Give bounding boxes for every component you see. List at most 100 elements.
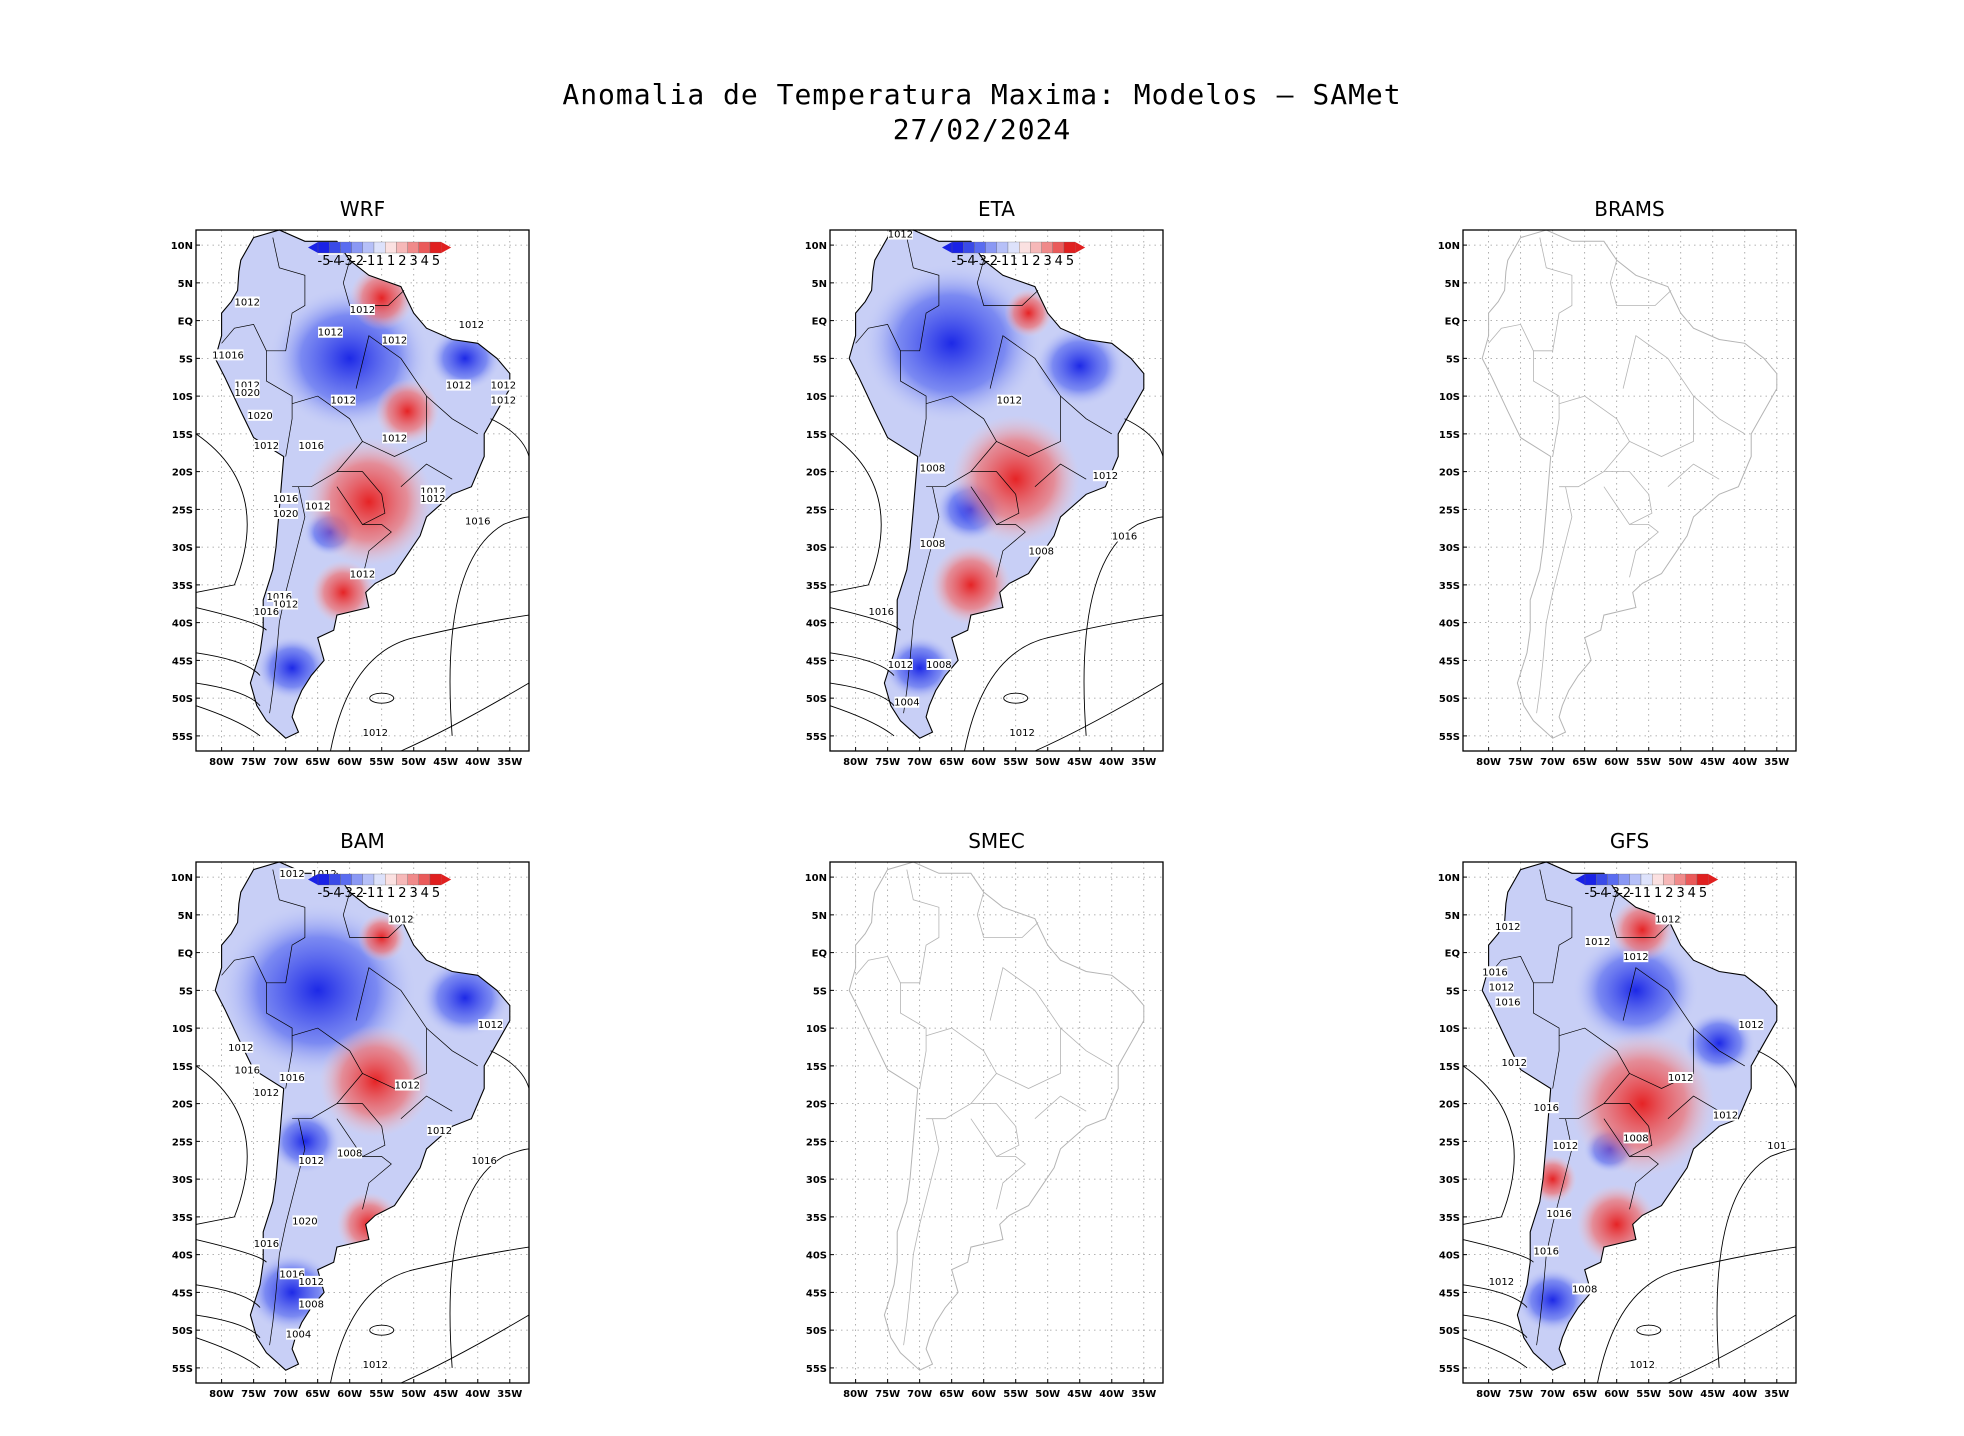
colorbar-swatch (974, 241, 986, 254)
lat-tick-label: EQ (1445, 317, 1460, 328)
isobar-contour (195, 705, 261, 737)
colorbar-swatch (418, 241, 431, 254)
colorbar-swatch (396, 873, 408, 886)
isobar-label: 1016 (299, 441, 324, 452)
warm-anomaly-blob (336, 1192, 401, 1257)
colorbar-label: -5 (318, 254, 331, 269)
lat-tick-label: 15S (806, 430, 827, 441)
isobar-contour (400, 1314, 530, 1384)
colorbar-label: 1 (1643, 886, 1651, 901)
colorbar-label: -1 (996, 254, 1009, 269)
colorbar-label: -3 (974, 254, 987, 269)
lat-tick-label: 45S (806, 1288, 827, 1299)
panel-title-eta: ETA (978, 197, 1015, 221)
colorbar-swatch (1052, 241, 1065, 254)
colorbar-swatch (407, 241, 419, 254)
lat-tick-label: 10S (1439, 1024, 1460, 1035)
lat-tick-label: 40S (172, 1251, 193, 1262)
colorbar-label: 5 (1066, 254, 1074, 269)
lon-tick-label: 55W (1003, 1389, 1028, 1400)
lon-tick-label: 70W (907, 757, 932, 768)
colorbar-label: -1 (362, 886, 375, 901)
isobar-contour (1083, 516, 1164, 736)
colorbar-swatch (373, 873, 386, 886)
colorbar-swatch (317, 241, 330, 254)
isobar-contour (490, 418, 530, 457)
isobar-contour (369, 1324, 395, 1336)
isobar-label: 1012 (350, 305, 375, 316)
isobar-contour (1636, 1324, 1662, 1336)
isobar-contour (330, 614, 530, 752)
country-border (336, 471, 386, 525)
isobar-label: 1012 (331, 396, 356, 407)
isobar-label: 1012 (478, 1020, 503, 1031)
lon-tick-label: 80W (843, 1389, 868, 1400)
isobar-contour (1757, 1050, 1797, 1089)
colorbar-label: 3 (409, 254, 417, 269)
warm-anomaly-blob (1570, 1031, 1715, 1176)
colorbar-label: 5 (1699, 886, 1707, 901)
lat-tick-label: 20S (172, 468, 193, 479)
lon-tick-label: 70W (907, 1389, 932, 1400)
panel-title-wrf: WRF (339, 197, 386, 221)
isobar-label: 1012 (382, 433, 407, 444)
isobar-label: 1012 (446, 381, 471, 392)
country-border (1060, 1027, 1113, 1067)
isobar-label: 1016 (254, 607, 279, 618)
colorbar-label: 1 (1010, 254, 1018, 269)
lat-tick-label: 20S (1439, 468, 1460, 479)
isobar-contour (195, 1239, 267, 1263)
country-border (903, 486, 940, 714)
lat-tick-label: 55S (172, 1364, 193, 1375)
country-border (400, 1095, 453, 1119)
lon-tick-label: 80W (843, 757, 868, 768)
isobar-label: 1012 (1668, 1073, 1693, 1084)
isobar-contour (195, 682, 261, 706)
isobar-contour (449, 516, 530, 736)
lat-tick-label: 40S (806, 619, 827, 630)
lon-tick-label: 75W (1508, 757, 1533, 768)
isobar-label: 1012 (382, 335, 407, 346)
isobar-label: 1016 (235, 1065, 260, 1076)
isobar-label: 1016 (279, 1269, 304, 1280)
colorbar-swatch (1629, 873, 1642, 886)
lat-tick-label: 30S (172, 543, 193, 554)
lon-tick-label: 45W (1067, 757, 1092, 768)
cold-anomaly-blob (1516, 1267, 1589, 1332)
lat-tick-label: 30S (1439, 1175, 1460, 1186)
isobar-contour (369, 692, 395, 704)
isobar-label: 1016 (1482, 967, 1507, 978)
lon-tick-label: 50W (1668, 1389, 1693, 1400)
lat-tick-label: 10N (805, 873, 827, 884)
lat-tick-label: 50S (172, 1326, 193, 1337)
isobar-contour (829, 682, 895, 706)
isobar-label: 1012 (888, 230, 913, 241)
isobar-label: 1016 (1534, 1247, 1559, 1258)
isobar-label: 1012 (273, 600, 298, 611)
isobar-contour (1462, 1239, 1534, 1263)
colorbar-swatch (340, 873, 352, 886)
lat-tick-label: 45S (1439, 656, 1460, 667)
colorbar-label: 3 (409, 886, 417, 901)
country-border (426, 1027, 478, 1067)
plot-frame (195, 229, 530, 752)
lat-tick-label: 50S (172, 694, 193, 705)
lat-tick-label: 35S (806, 1213, 827, 1224)
lon-tick-label: 60W (337, 757, 362, 768)
colorbar-swatch (1019, 241, 1031, 254)
lat-tick-label: 40S (1439, 1251, 1460, 1262)
lat-tick-label: 55S (806, 1364, 827, 1375)
lat-tick-label: 30S (172, 1175, 193, 1186)
isobar-label: 1012 (997, 396, 1022, 407)
isobar-contour (1716, 1148, 1797, 1368)
isobar-label: 1012 (254, 441, 279, 452)
lat-tick-label: 5N (178, 911, 193, 922)
lon-tick-label: 35W (1764, 1389, 1789, 1400)
isobar-contour (829, 705, 895, 737)
lat-tick-label: 35S (172, 1213, 193, 1224)
lon-tick-label: 35W (1131, 757, 1156, 768)
lat-tick-label: 20S (1439, 1100, 1460, 1111)
colorbar-swatch (351, 241, 363, 254)
isobar-label: 1008 (920, 539, 945, 550)
lon-tick-label: 40W (465, 1389, 490, 1400)
